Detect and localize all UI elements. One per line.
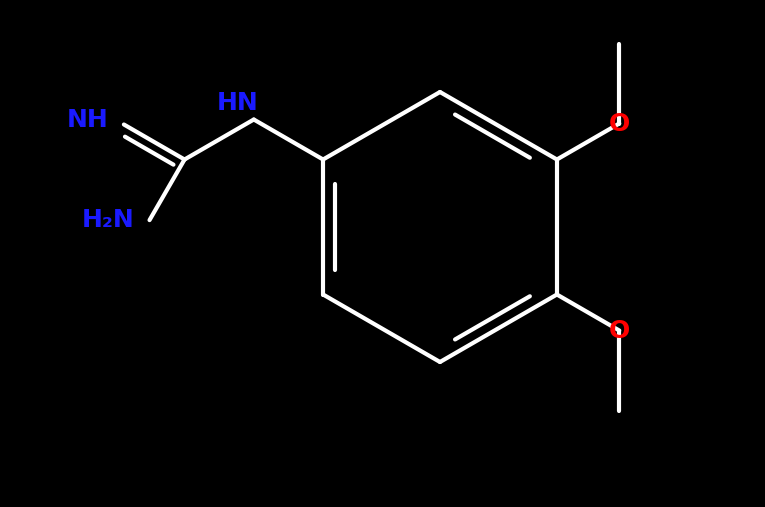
Text: H₂N: H₂N (82, 208, 135, 232)
Text: NH: NH (67, 107, 109, 131)
Text: O: O (609, 112, 630, 135)
Text: HN: HN (217, 91, 259, 115)
Text: O: O (609, 318, 630, 343)
